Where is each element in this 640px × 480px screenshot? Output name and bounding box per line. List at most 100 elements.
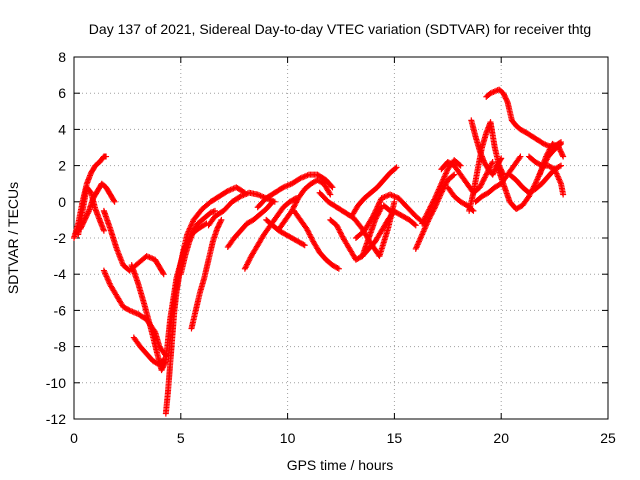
data-point <box>372 209 379 216</box>
x-tick-label: 10 <box>280 430 296 446</box>
data-point <box>334 265 341 272</box>
series-arc-36 <box>536 140 567 178</box>
data-point <box>327 191 334 198</box>
chart-title: Day 137 of 2021, Sidereal Day-to-day VTE… <box>89 21 591 37</box>
data-point <box>326 190 333 197</box>
data-point <box>335 265 342 272</box>
series-arc-03 <box>77 180 118 232</box>
data-point <box>373 204 380 211</box>
data-point <box>457 162 464 169</box>
y-tick-label: -2 <box>54 230 67 246</box>
data-point <box>211 207 218 214</box>
y-axis-label: SDTVAR / TECUs <box>5 182 21 294</box>
data-point <box>110 197 117 204</box>
data-point <box>489 158 496 165</box>
series-arc-26 <box>419 157 464 227</box>
y-tick-label: 4 <box>58 121 66 137</box>
x-tick-labels: 0 5 10 15 20 25 <box>70 430 616 446</box>
series-arc-24 <box>380 202 419 229</box>
data-point <box>296 176 303 183</box>
data-point <box>301 242 308 249</box>
x-tick-label: 25 <box>600 430 616 446</box>
data-point <box>370 211 377 218</box>
series-arc-16 <box>276 177 334 232</box>
data-point <box>374 203 381 210</box>
y-tick-label: -10 <box>46 375 66 391</box>
data-point <box>125 306 132 313</box>
data-point <box>328 183 335 190</box>
data-point <box>392 165 399 172</box>
data-point <box>391 198 398 205</box>
x-tick-label: 15 <box>387 430 403 446</box>
data-points <box>71 86 567 417</box>
y-tick-label: 2 <box>58 158 66 174</box>
data-point <box>223 188 230 195</box>
data-point <box>498 155 505 162</box>
y-tick-label: 8 <box>58 49 66 65</box>
data-point <box>411 221 418 228</box>
data-point <box>300 241 307 248</box>
data-point <box>393 164 400 171</box>
data-point <box>560 153 567 160</box>
data-point <box>375 202 382 209</box>
y-tick-label: 6 <box>58 85 66 101</box>
data-point <box>111 198 118 205</box>
series-arc-07 <box>130 334 167 368</box>
y-tick-label: -8 <box>54 339 67 355</box>
data-point <box>160 271 167 278</box>
data-point <box>329 184 336 191</box>
series-arc-22 <box>352 191 428 241</box>
data-point <box>371 210 378 217</box>
data-point <box>375 200 382 207</box>
data-point <box>503 97 510 104</box>
series-arc-21 <box>348 164 400 220</box>
data-point <box>269 198 276 205</box>
data-point <box>159 357 166 364</box>
data-point <box>377 197 384 204</box>
data-point <box>373 206 380 213</box>
data-point <box>558 140 565 147</box>
data-point <box>556 163 563 170</box>
series-arc-15 <box>254 171 336 211</box>
y-tick-label: 0 <box>58 194 66 210</box>
x-tick-label: 5 <box>177 430 185 446</box>
x-tick-label: 0 <box>70 430 78 446</box>
x-axis-label: GPS time / hours <box>287 457 394 473</box>
data-point <box>412 222 419 229</box>
data-point <box>376 199 383 206</box>
data-point <box>372 207 379 214</box>
data-point <box>370 213 377 220</box>
data-point <box>559 152 566 159</box>
data-point <box>558 162 565 169</box>
data-point <box>560 191 567 198</box>
series-arc-11 <box>188 216 225 332</box>
data-point <box>451 171 458 178</box>
x-tick-label: 20 <box>493 430 509 446</box>
data-point <box>85 209 92 216</box>
data-point <box>236 194 243 201</box>
data-point <box>218 216 225 223</box>
series-arc-14 <box>241 195 300 272</box>
data-point <box>517 153 524 160</box>
data-point <box>103 153 110 160</box>
series-arc-20 <box>327 204 385 263</box>
data-point <box>100 227 107 234</box>
series-arc-17 <box>291 207 342 272</box>
data-point <box>279 185 286 192</box>
data-point <box>268 199 275 206</box>
data-point <box>456 161 463 168</box>
y-tick-labels: -12 -10 -8 -6 -4 -2 0 2 4 6 8 <box>46 49 66 427</box>
data-point <box>160 356 167 363</box>
y-tick-label: -12 <box>46 411 66 427</box>
y-tick-label: -6 <box>54 302 67 318</box>
series-arc-13 <box>224 198 276 251</box>
axis-ticks <box>73 56 609 420</box>
data-point <box>497 156 504 163</box>
series-arc-10 <box>177 207 218 278</box>
data-point <box>450 172 457 179</box>
data-point <box>160 269 166 276</box>
y-tick-label: -4 <box>54 266 67 282</box>
data-point <box>217 218 224 225</box>
